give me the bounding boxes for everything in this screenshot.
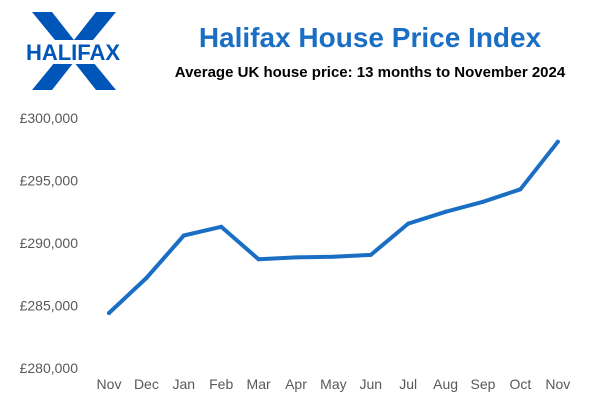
data-point (368, 252, 373, 257)
data-point (406, 221, 411, 226)
data-point (294, 255, 298, 260)
chart-title: Halifax House Price Index (198, 22, 542, 53)
x-axis: Nov Dec Jan Feb Mar Apr May Jun Jul Aug Sep Oct Nov (97, 376, 571, 392)
plot-area (107, 139, 560, 315)
data-point (219, 224, 224, 229)
x-tick-label: Jun (360, 376, 383, 392)
data-point (144, 276, 149, 280)
data-point (555, 139, 560, 144)
x-tick-label: Dec (134, 376, 159, 392)
x-tick-label: Mar (247, 376, 271, 392)
y-axis: £280,000 £285,000 £290,000 £295,000 £300,000 (20, 110, 79, 376)
data-point (256, 257, 261, 262)
data-point (518, 187, 523, 192)
data-point (181, 233, 186, 238)
series-line (107, 139, 560, 315)
logo-wordmark: HALIFAX (26, 40, 120, 65)
halifax-x-logo-icon: HALIFAX (18, 12, 128, 90)
data-point (481, 199, 485, 204)
x-tick-label: Sep (471, 376, 496, 392)
x-tick-label: Aug (433, 376, 458, 392)
y-tick-label: £300,000 (20, 110, 79, 126)
y-tick-label: £280,000 (20, 360, 79, 376)
x-tick-label: Jul (399, 376, 417, 392)
x-tick-label: Feb (209, 376, 233, 392)
x-tick-label: Nov (545, 376, 570, 392)
x-tick-label: Nov (97, 376, 122, 392)
halifax-logo: HALIFAX (18, 10, 128, 92)
x-tick-label: Apr (285, 376, 307, 392)
x-tick-label: Oct (510, 376, 532, 392)
data-point (331, 254, 336, 259)
chart-subtitle: Average UK house price: 13 months to Nov… (174, 64, 566, 81)
y-tick-label: £290,000 (20, 235, 79, 251)
x-tick-label: May (320, 376, 346, 392)
data-point (107, 311, 111, 315)
data-point (443, 209, 448, 214)
y-tick-label: £285,000 (20, 298, 79, 314)
y-tick-label: £295,000 (20, 173, 79, 189)
x-tick-label: Jan (173, 376, 196, 392)
